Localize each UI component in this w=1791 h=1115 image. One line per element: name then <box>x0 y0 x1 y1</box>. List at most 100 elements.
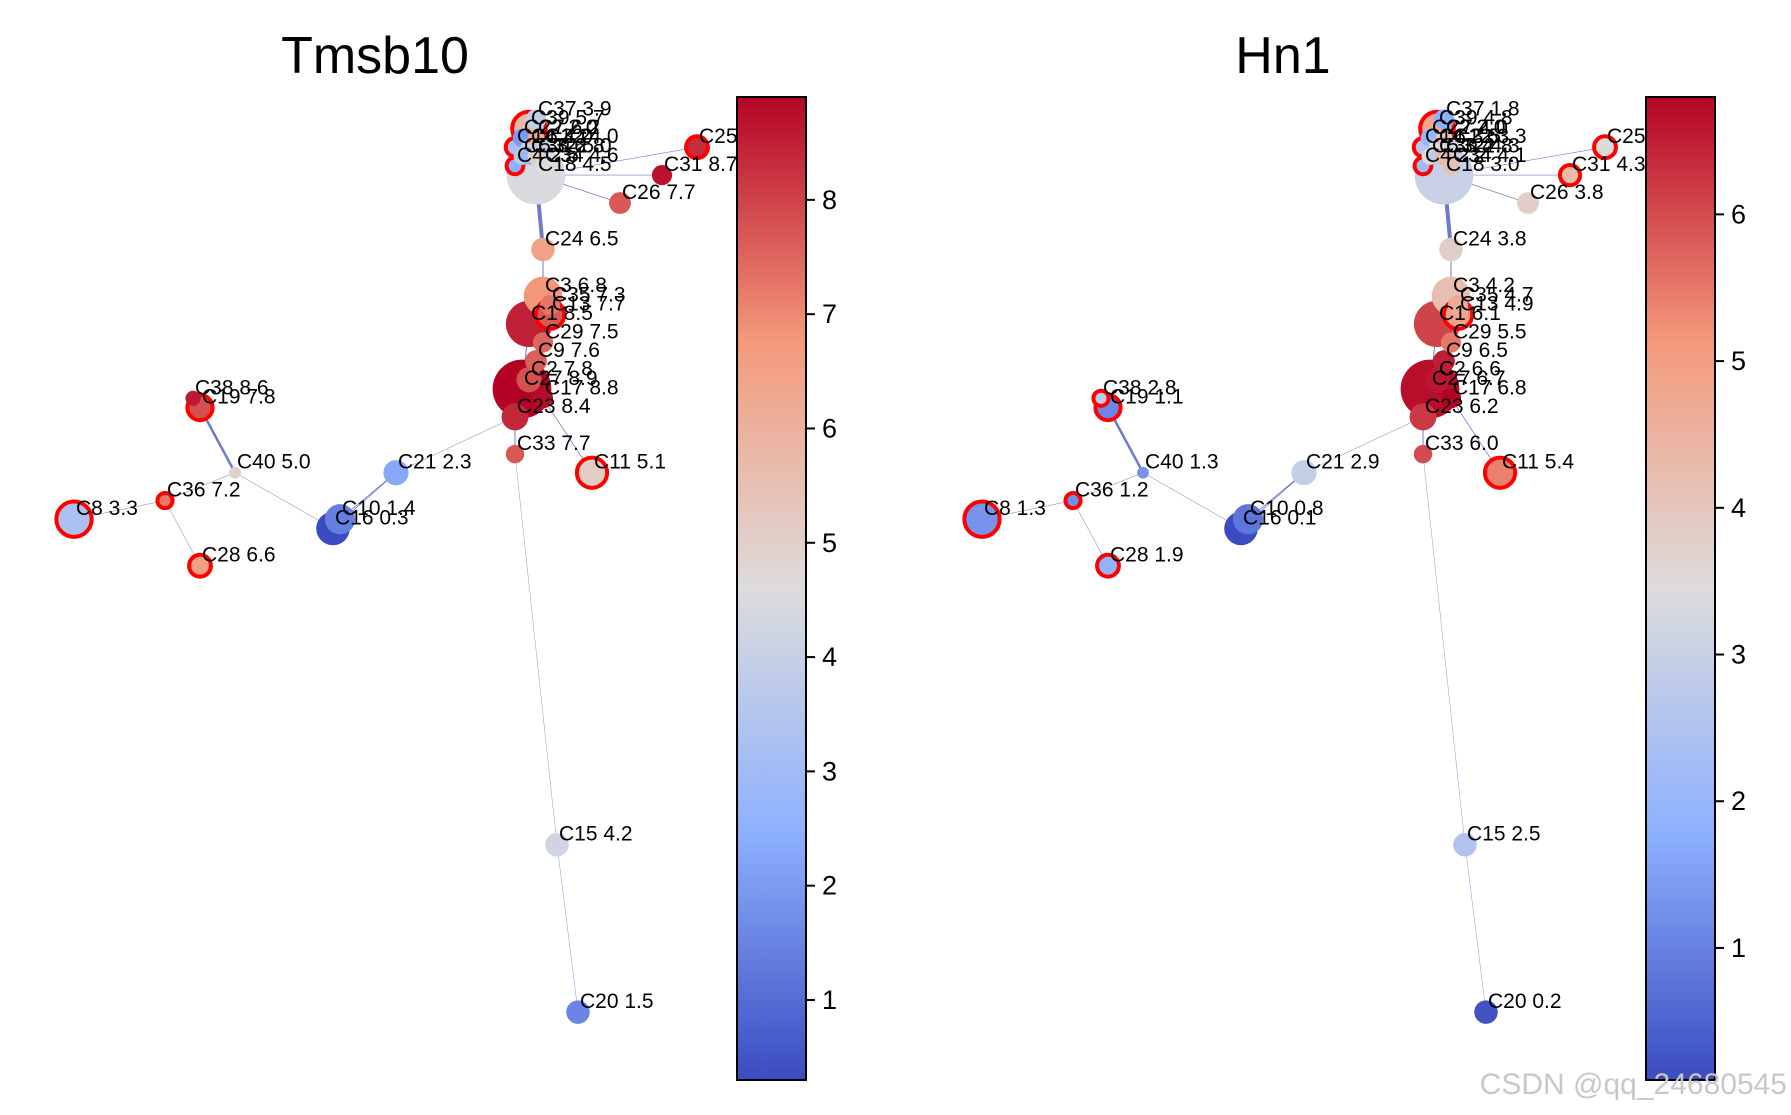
node-label-C10: C10 0.8 <box>1250 497 1324 520</box>
node-C17 <box>1440 388 1462 409</box>
node-C35 <box>539 295 561 316</box>
edge-C36-C40 <box>1072 472 1144 501</box>
colorbar: 1 2 3 4 5 6 7 8 <box>736 96 837 1081</box>
node-label-C8: C8 1.3 <box>984 497 1046 520</box>
node-label-C23: C23 6.2 <box>1425 395 1499 418</box>
node-label-C6: C6 3.5 <box>1439 125 1501 148</box>
node-C36 <box>1063 491 1083 511</box>
node-label-C30: C30 2.8 <box>531 135 605 158</box>
edge-C21-C23 <box>1303 416 1424 473</box>
node-label-C14: C14 2.6 <box>1425 125 1499 148</box>
node-C11 <box>1482 455 1518 490</box>
node-label-C39: C39 4.8 <box>1439 107 1513 130</box>
edge-C40-C16 <box>234 472 334 529</box>
edge-C33-C15 <box>1422 454 1466 845</box>
edge-C33-C15 <box>514 454 558 845</box>
node-label-C24: C24 3.8 <box>1453 228 1527 251</box>
node-C40 <box>1137 466 1149 479</box>
colorbar-tick-label: 6 <box>822 413 837 443</box>
node-label-C2: C2 6.6 <box>1439 358 1501 381</box>
node-C20 <box>1474 1000 1498 1024</box>
node-label-C38: C38 8.6 <box>195 376 269 399</box>
edge-C40-C16 <box>1142 472 1242 529</box>
node-label-C25: C25 <box>1607 125 1646 148</box>
node-C33 <box>1413 444 1433 464</box>
node-label-C9: C9 6.5 <box>1446 339 1508 362</box>
node-C31 <box>1557 163 1583 188</box>
node-label-C26: C26 7.7 <box>622 181 696 204</box>
node-label-C1: C1 6.1 <box>1439 302 1501 325</box>
node-C24 <box>531 237 555 262</box>
node-label-C4: C4 2.2 <box>1425 144 1487 167</box>
node-label-C9: C9 7.6 <box>538 339 600 362</box>
node-label-C27: C27 6.7 <box>1432 367 1506 390</box>
node-C15 <box>1453 832 1477 857</box>
node-C10 <box>324 504 356 535</box>
node-C40 <box>229 466 241 479</box>
node-label-C37: C37 3.9 <box>538 97 612 120</box>
node-label-C38: C38 2.8 <box>1103 376 1177 399</box>
colorbar-tick-label: 5 <box>822 528 837 558</box>
colorbar-gradient <box>1645 96 1716 1081</box>
node-label-C5: C5 3.4 <box>1432 135 1494 158</box>
node-C9 <box>1433 350 1455 373</box>
node-C33 <box>505 444 525 464</box>
colorbar-gradient <box>736 96 807 1081</box>
node-label-C13: C13 7.7 <box>552 293 626 316</box>
node-C29 <box>532 332 554 353</box>
node-C21 <box>1291 460 1317 486</box>
node-C9 <box>525 350 547 373</box>
node-label-C11: C11 5.4 <box>1502 451 1574 474</box>
node-label-C14: C14 3.2 <box>517 125 591 148</box>
node-label-C40: C40 5.0 <box>237 451 311 474</box>
node-label-C7: C7 6.2 <box>538 116 600 139</box>
node-label-C28: C28 6.6 <box>202 544 276 567</box>
node-label-C16: C16 0.3 <box>335 507 409 530</box>
node-label-C22: C22 2.0 <box>524 116 598 139</box>
node-C29 <box>1440 332 1462 353</box>
node-C11 <box>574 455 610 490</box>
edge-C36-C40 <box>164 472 236 501</box>
node-label-C40: C40 1.3 <box>1145 451 1219 474</box>
node-C8 <box>962 499 1002 539</box>
node-label-C2: C2 7.8 <box>531 358 593 381</box>
nodes-layer <box>962 109 1618 1024</box>
node-label-C3: C3 6.8 <box>545 274 607 297</box>
node-C25 <box>1592 134 1618 161</box>
node-label-C8: C8 3.3 <box>76 497 138 520</box>
node-C2 <box>1424 367 1450 393</box>
node-label-C30: C30 2.8 <box>1439 135 1513 158</box>
node-label-C29: C29 7.5 <box>545 321 619 344</box>
colorbar-tick-label: 3 <box>1731 640 1746 670</box>
node-label-C32: C32 5.0 <box>538 135 612 158</box>
panel-title: Hn1 <box>1235 27 1330 85</box>
node-label-C17: C17 6.8 <box>1453 376 1527 399</box>
node-label-C28: C28 1.9 <box>1110 544 1184 567</box>
node-label-C31: C31 8.7 <box>664 153 738 176</box>
node-label-C32: C32 4.3 <box>1446 135 1520 158</box>
node-C31 <box>651 165 673 186</box>
node-label-C18: C18 3.0 <box>1446 153 1520 176</box>
colorbar-tick-label: 4 <box>1731 493 1746 523</box>
node-label-C20: C20 0.2 <box>1488 990 1562 1013</box>
node-C15 <box>545 832 569 857</box>
node-label-C34: C34 4.1 <box>1453 144 1527 167</box>
node-label-C22: C22 2.0 <box>1432 116 1506 139</box>
node-C26 <box>609 192 631 214</box>
node-C37 <box>525 109 547 130</box>
node-label-C15: C15 2.5 <box>1467 823 1541 846</box>
node-label-C1: C1 8.5 <box>531 302 593 325</box>
edge-C21-C23 <box>395 416 516 473</box>
node-C21 <box>383 460 409 486</box>
colorbar-tick-label: 5 <box>1731 346 1746 376</box>
node-C36 <box>155 491 175 511</box>
colorbar-tick-label: 7 <box>822 299 837 329</box>
node-label-C12: C12 3.3 <box>1453 125 1527 148</box>
colorbar-tick-label: 2 <box>1731 786 1746 816</box>
node-C2 <box>516 367 542 393</box>
node-label-C20: C20 1.5 <box>580 990 654 1013</box>
node-label-C35: C35 4.7 <box>1460 283 1534 306</box>
colorbar-tick-label: 6 <box>1731 199 1746 229</box>
node-C28 <box>1095 552 1121 579</box>
